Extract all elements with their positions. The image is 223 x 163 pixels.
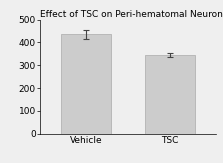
Bar [61,34,112,134]
Bar [145,55,195,134]
Text: Effect of TSC on Peri-hematomal Neuronal Death: Effect of TSC on Peri-hematomal Neuronal… [40,10,223,19]
